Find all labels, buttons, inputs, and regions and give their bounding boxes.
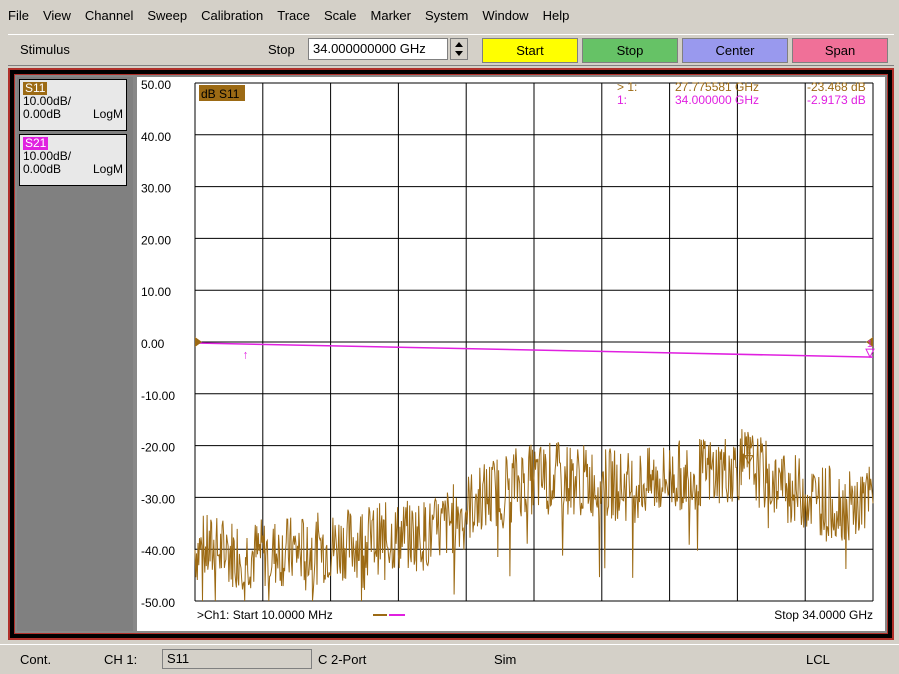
trace-title-badge bbox=[199, 85, 245, 101]
s11-trace bbox=[194, 429, 874, 602]
ref-arrow-left bbox=[195, 337, 202, 347]
y-tick-label: 0.00 bbox=[141, 337, 165, 351]
trace-s21-ref: 0.00dB bbox=[23, 162, 62, 176]
spin-up-icon[interactable] bbox=[455, 42, 463, 47]
marker-readout-label: > 1: bbox=[617, 80, 637, 94]
span-button[interactable]: Span bbox=[792, 38, 888, 63]
menu-window[interactable]: Window bbox=[482, 7, 529, 23]
y-tick-label: -20.00 bbox=[141, 441, 175, 455]
marker-readout-freq: 34.000000 GHz bbox=[675, 93, 759, 107]
s21-ref-arrow: ↑ bbox=[243, 347, 249, 361]
measurement-window: S11 10.00dB/ 0.00dB LogM S21 10.00dB/ 0.… bbox=[8, 68, 894, 640]
marker-1-s21 bbox=[865, 348, 875, 359]
menu-channel[interactable]: Channel bbox=[84, 7, 134, 23]
y-tick-label: -10.00 bbox=[141, 389, 175, 403]
status-sim: Sim bbox=[494, 652, 517, 667]
marker-1-s21-label: 1 bbox=[867, 339, 873, 350]
menu-help[interactable]: Help bbox=[542, 7, 570, 23]
status-bar: Cont. CH 1: S11 C 2-Port Sim LCL bbox=[0, 644, 899, 674]
menu-view[interactable]: View bbox=[42, 7, 71, 23]
menu-system[interactable]: System bbox=[424, 7, 469, 23]
frequency-spinner[interactable] bbox=[450, 38, 468, 60]
y-tick-label: 40.00 bbox=[141, 130, 171, 144]
center-button[interactable]: Center bbox=[682, 38, 788, 63]
s21-trace bbox=[194, 342, 874, 358]
trace-s21-name: S21 bbox=[23, 136, 49, 150]
trace-s11-box[interactable]: S11 10.00dB/ 0.00dB LogM bbox=[19, 79, 127, 131]
stop-frequency-input[interactable]: 34.000000000 GHz bbox=[308, 38, 448, 60]
stop-field-label: Stop bbox=[268, 42, 295, 57]
spin-down-icon[interactable] bbox=[455, 51, 463, 56]
menu-file[interactable]: File bbox=[8, 7, 29, 23]
status-port: C 2-Port bbox=[318, 652, 367, 667]
stop-freq-label: Stop 34.0000 GHz bbox=[774, 608, 873, 622]
stimulus-toolbar: Stimulus Stop 34.000000000 GHz Start Sto… bbox=[8, 34, 894, 66]
ref-arrow-right bbox=[866, 337, 873, 347]
status-param[interactable]: S11 bbox=[162, 649, 312, 669]
trace-s11-ref: 0.00dB bbox=[23, 107, 62, 121]
marker-1-s11 bbox=[744, 455, 754, 465]
y-tick-label: -50.00 bbox=[141, 596, 175, 610]
y-tick-label: 10.00 bbox=[141, 285, 171, 299]
stop-button[interactable]: Stop bbox=[582, 38, 678, 63]
trace-s21-format: LogM bbox=[92, 162, 123, 176]
y-tick-label: 30.00 bbox=[141, 182, 171, 196]
trace-panel: S11 10.00dB/ 0.00dB LogM S21 10.00dB/ 0.… bbox=[17, 77, 133, 631]
plot-svg: 50.00 40.00 30.00 20.00 10.00 0.00 -10.00 -20.0… bbox=[141, 78, 875, 622]
status-channel: CH 1: bbox=[104, 652, 138, 667]
trace-s11-format: LogM bbox=[92, 107, 123, 121]
start-freq-label: >Ch1: Start 10.0000 MHz bbox=[197, 608, 333, 622]
y-tick-label: 20.00 bbox=[141, 233, 171, 247]
trace-s21-box[interactable]: S21 10.00dB/ 0.00dB LogM bbox=[19, 134, 127, 186]
menu-trace[interactable]: Trace bbox=[277, 7, 310, 23]
y-tick-label: -40.00 bbox=[141, 544, 175, 558]
trace-s11-name: S11 bbox=[23, 81, 48, 95]
marker-readout-freq: 27.775581 GHz bbox=[675, 80, 759, 94]
status-lcl: LCL bbox=[806, 652, 830, 667]
marker-readout-value: -2.9173 dB bbox=[807, 93, 866, 107]
y-tick-label: -30.00 bbox=[141, 492, 175, 506]
menu-sweep[interactable]: Sweep bbox=[147, 7, 188, 23]
y-tick-label: 50.00 bbox=[141, 78, 171, 92]
toolbar-label: Stimulus bbox=[20, 42, 70, 57]
marker-readout-label: 1: bbox=[617, 93, 627, 107]
menu-calibration[interactable]: Calibration bbox=[201, 7, 264, 23]
menu-scale[interactable]: Scale bbox=[324, 7, 357, 23]
plot-area[interactable]: 50.00 40.00 30.00 20.00 10.00 0.00 -10.00 -20.0… bbox=[137, 77, 885, 631]
marker-1-s11-label: 1 bbox=[746, 446, 752, 457]
plot-title: dB S11 bbox=[201, 87, 240, 101]
menu-bar: File View Channel Sweep Calibration Trac… bbox=[0, 0, 899, 30]
marker-readout-value: -23.468 dB bbox=[807, 80, 866, 94]
trace-s21-scale: 10.00dB/ bbox=[23, 149, 72, 163]
trace-s11-scale: 10.00dB/ bbox=[23, 94, 72, 108]
status-cont: Cont. bbox=[20, 652, 52, 667]
menu-marker[interactable]: Marker bbox=[370, 7, 411, 23]
start-button[interactable]: Start bbox=[482, 38, 578, 63]
